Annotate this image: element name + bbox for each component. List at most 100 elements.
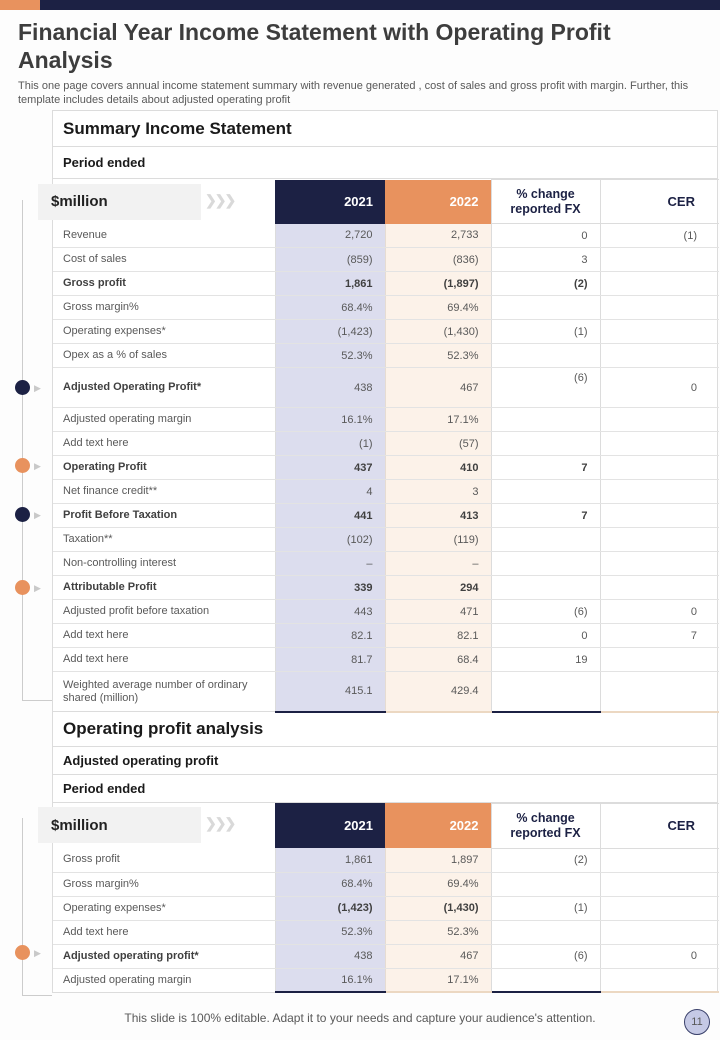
row-label: Add text here [53, 431, 275, 456]
value-2022: 471 [384, 599, 491, 624]
value-2022: 17.1% [384, 407, 491, 432]
table-header-row: $million ❯❯❯ 2021 2022 % change reported… [38, 802, 719, 849]
table-row: Attributable Profit 339 294 [53, 575, 719, 600]
value-2022: 1,897 [384, 848, 491, 873]
row-label: Gross profit [53, 848, 275, 873]
row-label: Opex as a % of sales [53, 343, 275, 368]
value-cer [599, 455, 719, 480]
bullet-dot-orange-1 [15, 458, 30, 473]
value-cer [599, 271, 719, 296]
income-statement-panel: Summary Income Statement Period ended $m… [38, 110, 719, 993]
value-2021: 441 [274, 503, 385, 528]
triangle-arrow-icon: ▶ [34, 948, 41, 958]
value-cer [599, 575, 719, 600]
value-2021: 437 [274, 455, 385, 480]
table-row: Cost of sales (859) (836) 3 [53, 247, 719, 272]
table-row: Operating Profit 437 410 7 [53, 455, 719, 480]
column-header-million: $million ❯❯❯ [38, 803, 275, 848]
value-cer [599, 527, 719, 552]
value-2022: 52.3% [384, 343, 491, 368]
row-label: Add text here [53, 920, 275, 945]
value-cer: 0 [599, 367, 719, 408]
value-2022: 413 [384, 503, 491, 528]
value-pct-change [490, 295, 600, 320]
value-cer [599, 872, 719, 897]
value-2021: 1,861 [274, 271, 385, 296]
value-2022: (57) [384, 431, 491, 456]
period-ended-label-2: Period ended [53, 775, 717, 803]
value-cer [599, 671, 719, 713]
bullet-dot-navy-1 [15, 380, 30, 395]
value-pct-change: 0 [490, 223, 600, 248]
table-row: Gross margin% 68.4% 69.4% [53, 872, 719, 897]
chevrons-icon: ❯❯❯ [205, 191, 236, 208]
value-pct-change [490, 479, 600, 504]
table-row: Add text here 81.7 68.4 19 [53, 647, 719, 672]
connector-elbow-2 [22, 995, 52, 996]
value-pct-change [490, 575, 600, 600]
value-pct-change: 7 [490, 503, 600, 528]
value-2022: 2,733 [384, 223, 491, 248]
value-2021: 2,720 [274, 223, 385, 248]
value-2021: (859) [274, 247, 385, 272]
value-2021: – [274, 551, 385, 576]
value-cer [599, 968, 719, 993]
value-2021: 82.1 [274, 623, 385, 648]
value-cer [599, 431, 719, 456]
table-row: Taxation** (102) (119) [53, 527, 719, 552]
value-2022: 410 [384, 455, 491, 480]
page-subtitle: This one page covers annual income state… [18, 80, 689, 107]
row-label: Taxation** [53, 527, 275, 552]
value-2021: 4 [274, 479, 385, 504]
value-2022: (1,897) [384, 271, 491, 296]
column-header-2022: 2022 [385, 803, 491, 848]
value-2021: 1,861 [274, 848, 385, 873]
row-label: Adjusted profit before taxation [53, 599, 275, 624]
value-2022: (1,430) [384, 319, 491, 344]
value-2022: – [384, 551, 491, 576]
table-row: Weighted average number of ordinary shar… [53, 671, 719, 713]
triangle-arrow-icon: ▶ [34, 583, 41, 593]
table-row: Revenue 2,720 2,733 0 (1) [53, 223, 719, 248]
operating-profit-table: $million ❯❯❯ 2021 2022 % change reported… [38, 802, 719, 993]
page-number-badge: 11 [684, 1009, 710, 1035]
value-2022: 467 [384, 944, 491, 969]
value-2022: 3 [384, 479, 491, 504]
value-pct-change: 7 [490, 455, 600, 480]
row-label: Gross margin% [53, 295, 275, 320]
table-row: Operating expenses* (1,423) (1,430) (1) [53, 319, 719, 344]
value-pct-change [490, 968, 600, 993]
value-2021: (1,423) [274, 896, 385, 921]
triangle-arrow-icon: ▶ [34, 510, 41, 520]
value-cer [599, 920, 719, 945]
row-label: Revenue [53, 223, 275, 248]
million-label-box: $million [38, 807, 201, 843]
value-pct-change [490, 407, 600, 432]
value-cer: 0 [599, 944, 719, 969]
value-2022: 52.3% [384, 920, 491, 945]
table-row: Gross profit 1,861 1,897 (2) [53, 848, 719, 873]
value-2021: 16.1% [274, 407, 385, 432]
value-cer [599, 407, 719, 432]
value-cer [599, 647, 719, 672]
value-2021: 443 [274, 599, 385, 624]
row-label: Gross profit [53, 271, 275, 296]
row-label: Adjusted operating margin [53, 968, 275, 993]
value-pct-change [490, 671, 600, 713]
value-cer [599, 295, 719, 320]
value-pct-change: 19 [490, 647, 600, 672]
table-row: Adjusted operating profit* 438 467 (6) 0 [53, 944, 719, 969]
value-2022: 69.4% [384, 295, 491, 320]
bullet-dot-orange-3 [15, 945, 30, 960]
value-cer [599, 503, 719, 528]
value-cer [599, 479, 719, 504]
period-ended-label-1: Period ended [53, 147, 717, 179]
value-2021: 52.3% [274, 920, 385, 945]
row-label: Operating expenses* [53, 896, 275, 921]
column-header-cer: CER [600, 802, 719, 849]
bullet-dot-navy-2 [15, 507, 30, 522]
value-2021: 68.4% [274, 872, 385, 897]
value-cer [599, 319, 719, 344]
row-label: Weighted average number of ordinary shar… [53, 671, 275, 712]
